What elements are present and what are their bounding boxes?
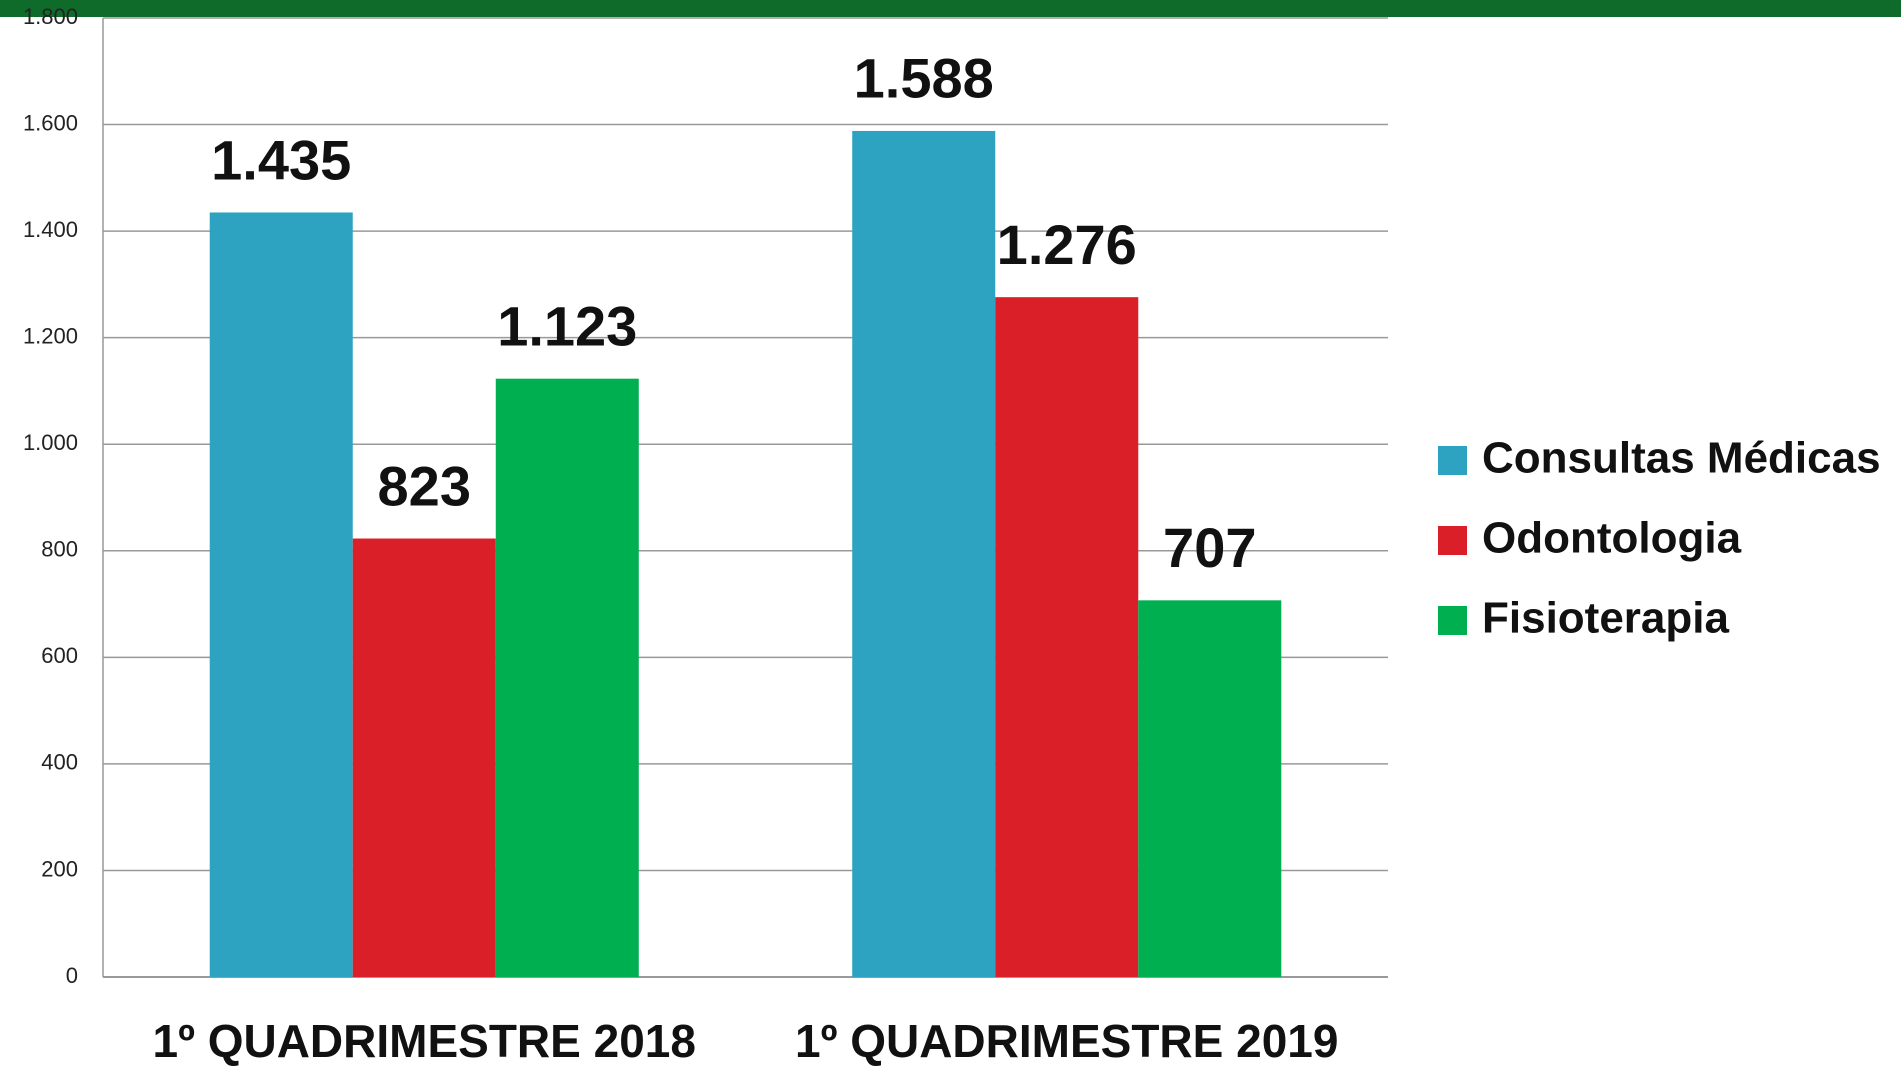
value-label: 707 — [1163, 516, 1256, 579]
value-label: 1.123 — [497, 294, 637, 357]
bar — [1138, 600, 1282, 977]
bar — [852, 130, 996, 978]
x-tick-label: 1º QUADRIMESTRE 2019 — [795, 1015, 1338, 1067]
legend-label: Fisioterapia — [1482, 594, 1729, 643]
y-tick-label: 600 — [41, 643, 78, 668]
x-tick-label: 1º QUADRIMESTRE 2018 — [153, 1015, 696, 1067]
y-tick-label: 0 — [66, 963, 78, 988]
y-tick-label: 1.000 — [23, 430, 78, 455]
y-tick-label: 200 — [41, 856, 78, 881]
bar — [209, 212, 353, 978]
y-tick-label: 1.200 — [23, 323, 78, 348]
value-label: 823 — [378, 454, 471, 517]
legend-label: Odontologia — [1482, 514, 1742, 563]
y-tick-label: 1.400 — [23, 217, 78, 242]
y-tick-label: 800 — [41, 537, 78, 562]
value-label: 1.435 — [211, 128, 351, 191]
legend-label: Consultas Médicas — [1482, 434, 1881, 483]
value-label: 1.588 — [854, 47, 994, 110]
bar — [495, 378, 639, 977]
header-band — [0, 0, 1901, 17]
y-tick-label: 1.800 — [23, 4, 78, 29]
y-tick-label: 400 — [41, 750, 78, 775]
legend-swatch — [1438, 526, 1467, 555]
y-tick-label: 1.600 — [23, 110, 78, 135]
value-label: 1.276 — [997, 213, 1137, 276]
bar — [352, 538, 496, 977]
legend-swatch — [1438, 446, 1467, 475]
legend-swatch — [1438, 606, 1467, 635]
bar — [995, 297, 1139, 978]
